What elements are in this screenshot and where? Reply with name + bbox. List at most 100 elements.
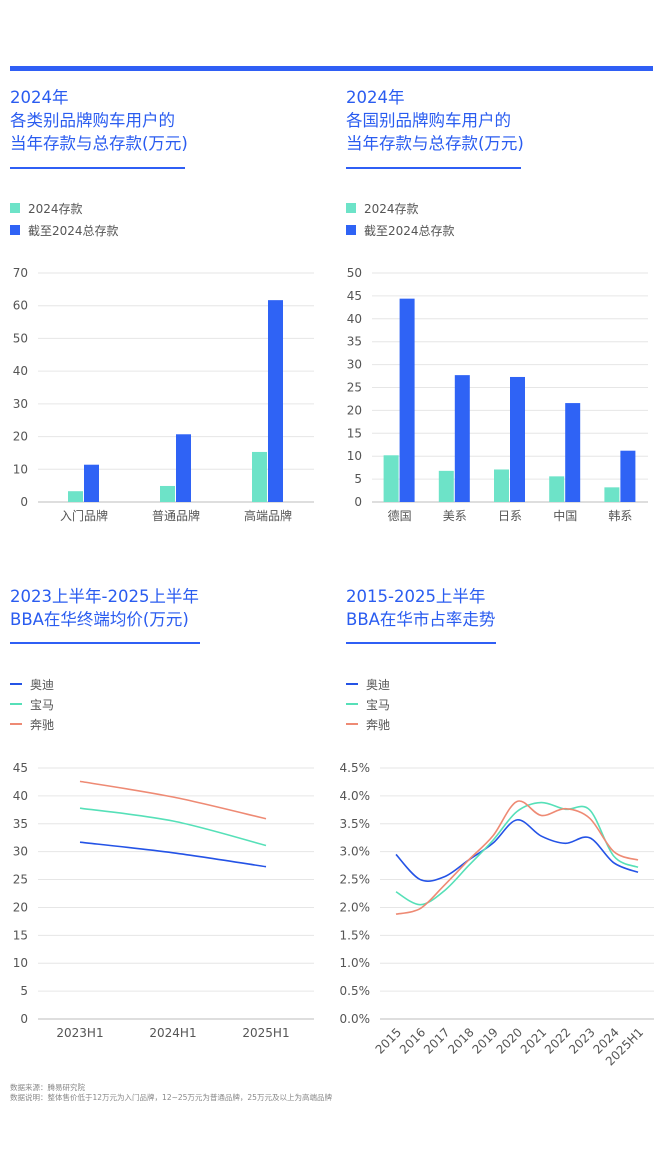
x-tick-label: 入门品牌 xyxy=(60,508,108,523)
bar xyxy=(68,491,83,502)
y-tick-label: 70 xyxy=(13,266,28,280)
y-tick-label: 15 xyxy=(13,928,28,942)
footnote: 数据来源：腾易研究院 数据说明：整体售价低于12万元为入门品牌，12~25万元为… xyxy=(10,1083,332,1103)
legend-label: 奥迪 xyxy=(30,677,55,692)
x-tick-label: 2019 xyxy=(469,1025,500,1056)
chart2-legend: 2024存款 截至2024总存款 xyxy=(346,197,455,241)
chart1-title-line: 2024年 xyxy=(10,88,69,107)
x-tick-label: 2021 xyxy=(518,1025,549,1056)
legend-label: 宝马 xyxy=(30,697,55,712)
legend-line xyxy=(346,683,358,685)
footnote-note: 数据说明：整体售价低于12万元为入门品牌，12~25万元为普通品牌，25万元及以… xyxy=(10,1093,332,1102)
chart2-svg: 0 5 10 15 20 25 30 35 40 45 50 德国 美系 日系 中国 韩系 xyxy=(347,266,648,523)
bar xyxy=(604,487,620,502)
legend-line xyxy=(346,703,358,705)
legend-item: 奔驰 xyxy=(10,714,54,734)
y-tick-label: 2.5% xyxy=(340,873,371,887)
chart2-title-line: 当年存款与总存款(万元) xyxy=(346,134,524,153)
chart4-title-line: 2015-2025上半年 xyxy=(346,587,486,606)
legend-label: 奔驰 xyxy=(366,717,391,732)
series-line xyxy=(79,807,267,847)
legend-item: 2024存款 xyxy=(10,197,119,219)
chart1-title-line: 各类别品牌购车用户的 xyxy=(10,111,175,130)
legend-line xyxy=(10,703,22,705)
bar xyxy=(620,450,636,502)
bar xyxy=(494,469,509,502)
y-tick-label: 0 xyxy=(20,1012,28,1026)
chart2-title-line: 2024年 xyxy=(346,88,405,107)
chart4-title: 2015-2025上半年 BBA在华市占率走势 xyxy=(346,585,495,631)
legend-swatch xyxy=(346,225,356,235)
y-tick-label: 20 xyxy=(347,403,362,417)
bar xyxy=(549,476,565,502)
x-tick-label: 2015 xyxy=(373,1025,404,1056)
series-line xyxy=(395,801,639,906)
y-tick-label: 0.0% xyxy=(340,1012,371,1026)
bar xyxy=(510,376,525,502)
y-tick-label: 30 xyxy=(347,358,362,372)
y-tick-label: 35 xyxy=(347,335,362,349)
y-tick-label: 25 xyxy=(347,381,362,395)
y-tick-label: 50 xyxy=(347,266,362,280)
chart4-svg: 0.0% 0.5% 1.0% 1.5% 2.0% 2.5% 3.0% 3.5% 4.0% 4.5%… xyxy=(340,761,654,1068)
bar xyxy=(438,470,454,502)
series-line xyxy=(395,800,639,915)
y-tick-label: 3.5% xyxy=(340,817,371,831)
chart4-title-underline xyxy=(346,642,496,644)
x-tick-label: 美系 xyxy=(443,509,467,523)
y-tick-label: 40 xyxy=(347,312,362,326)
bar xyxy=(454,375,470,502)
legend-line xyxy=(10,723,22,725)
x-tick-label: 2018 xyxy=(445,1025,476,1056)
bar xyxy=(84,464,99,502)
y-tick-label: 10 xyxy=(13,956,28,970)
y-tick-label: 3.0% xyxy=(340,845,371,859)
legend-label: 2024存款 xyxy=(28,201,83,216)
series-line xyxy=(79,780,267,820)
legend-swatch xyxy=(346,203,356,213)
x-tick-label: 2023H1 xyxy=(56,1026,103,1040)
legend-label: 2024存款 xyxy=(364,201,419,216)
y-tick-label: 1.5% xyxy=(340,928,371,942)
legend-label: 宝马 xyxy=(366,697,391,712)
legend-line xyxy=(346,723,358,725)
x-tick-label: 中国 xyxy=(553,508,577,523)
y-tick-label: 20 xyxy=(13,430,28,444)
legend-item: 奔驰 xyxy=(346,714,390,734)
y-tick-label: 4.0% xyxy=(340,789,371,803)
chart2-title-underline xyxy=(346,167,521,169)
series-line xyxy=(79,841,267,868)
x-tick-label: 2024H1 xyxy=(149,1026,196,1040)
legend-swatch xyxy=(10,225,20,235)
x-tick-label: 2022 xyxy=(542,1025,573,1056)
bar xyxy=(268,300,283,502)
y-tick-label: 45 xyxy=(347,289,362,303)
x-tick-label: 2016 xyxy=(397,1025,428,1056)
x-tick-label: 普通品牌 xyxy=(152,509,200,523)
bar xyxy=(399,298,415,502)
chart3-legend: 奥迪 宝马 奔驰 xyxy=(10,674,54,734)
y-tick-label: 5 xyxy=(20,984,28,998)
y-tick-label: 2.0% xyxy=(340,900,371,914)
y-tick-label: 40 xyxy=(13,789,28,803)
y-tick-label: 45 xyxy=(13,761,28,775)
chart4-title-line: BBA在华市占率走势 xyxy=(346,610,496,629)
bar xyxy=(160,485,175,502)
top-accent-bar xyxy=(10,66,653,71)
legend-label: 截至2024总存款 xyxy=(364,223,455,238)
x-tick-label: 高端品牌 xyxy=(244,508,292,523)
y-tick-label: 5 xyxy=(354,472,362,486)
x-tick-label: 日系 xyxy=(498,509,522,523)
y-tick-label: 4.5% xyxy=(340,761,371,775)
y-tick-label: 60 xyxy=(13,299,28,313)
chart3-title-underline xyxy=(10,642,200,644)
legend-label: 截至2024总存款 xyxy=(28,223,119,238)
legend-item: 宝马 xyxy=(10,694,54,714)
y-tick-label: 35 xyxy=(13,817,28,831)
bar xyxy=(252,451,267,502)
legend-label: 奔驰 xyxy=(30,717,55,732)
bar xyxy=(565,403,581,502)
chart4-legend: 奥迪 宝马 奔驰 xyxy=(346,674,390,734)
y-tick-label: 0 xyxy=(354,495,362,509)
y-tick-label: 20 xyxy=(13,900,28,914)
